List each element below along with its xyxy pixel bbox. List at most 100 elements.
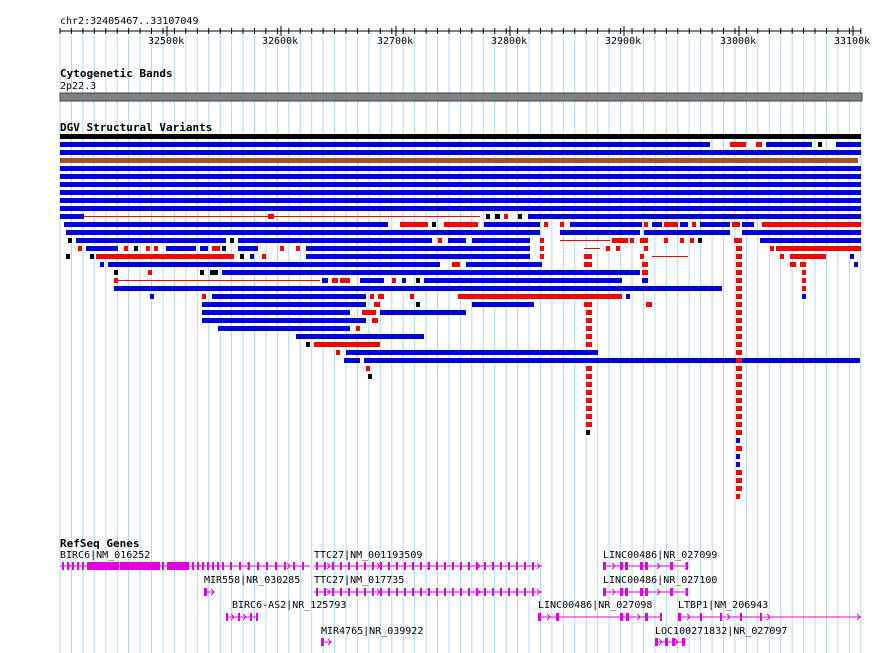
dgv-variant[interactable] (466, 262, 542, 267)
dgv-variant[interactable] (60, 214, 84, 219)
dgv-variant[interactable] (64, 222, 388, 227)
dgv-variant[interactable] (586, 398, 592, 403)
dgv-variant[interactable] (114, 270, 118, 275)
dgv-variant[interactable] (250, 254, 254, 259)
dgv-variant[interactable] (586, 342, 592, 347)
dgv-variant[interactable] (114, 278, 118, 283)
dgv-variant[interactable] (322, 278, 328, 283)
gene-model[interactable] (314, 562, 542, 570)
dgv-variant[interactable] (486, 214, 490, 219)
dgv-variant[interactable] (736, 334, 742, 339)
dgv-variant[interactable] (742, 230, 861, 235)
dgv-variant[interactable] (780, 254, 784, 259)
dgv-variant[interactable] (736, 406, 742, 411)
cytoband-track[interactable]: Cytogenetic Bands 2p22.3 (59, 67, 863, 102)
dgv-variant[interactable] (560, 222, 564, 227)
gene-label-linc00486-b[interactable]: LINC00486|NR_027100 (603, 575, 717, 586)
dgv-variant[interactable] (642, 270, 648, 275)
dgv-variant[interactable] (652, 222, 662, 227)
dgv-variant[interactable] (586, 318, 592, 323)
dgv-variant[interactable] (60, 182, 861, 187)
dgv-variant[interactable] (166, 246, 196, 251)
dgv-variant[interactable] (400, 222, 428, 227)
dgv-variant[interactable] (736, 486, 742, 491)
dgv-variant[interactable] (736, 270, 742, 275)
gene-label-linc00486-a[interactable]: LINC00486|NR_027099 (603, 550, 717, 561)
dgv-variant[interactable] (332, 278, 338, 283)
dgv-variant[interactable] (66, 254, 70, 259)
dgv-variant[interactable] (800, 262, 806, 267)
dgv-variant[interactable] (238, 238, 432, 243)
gene-model[interactable] (603, 562, 689, 570)
dgv-variant[interactable] (210, 270, 218, 275)
dgv-variant[interactable] (640, 254, 644, 259)
dgv-variant[interactable] (200, 270, 204, 275)
dgv-variant[interactable] (314, 342, 380, 347)
dgv-variant[interactable] (690, 238, 694, 243)
dgv-variant[interactable] (642, 262, 648, 267)
dgv-variant[interactable] (60, 206, 861, 211)
dgv-variant[interactable] (736, 326, 742, 331)
gene-model[interactable] (655, 638, 686, 646)
dgv-variant[interactable] (626, 294, 630, 299)
dgv-variant[interactable] (202, 294, 206, 299)
dgv-variant[interactable] (100, 262, 104, 267)
dgv-variant[interactable] (756, 142, 762, 147)
dgv-variant[interactable] (616, 246, 620, 251)
dgv-variant[interactable] (108, 262, 440, 267)
dgv-variant[interactable] (586, 382, 592, 387)
dgv-variant[interactable] (495, 214, 500, 219)
dgv-variant[interactable] (528, 214, 861, 219)
dgv-variant[interactable] (570, 222, 642, 227)
dgv-variant[interactable] (60, 142, 710, 147)
gene-label-birc6-as2[interactable]: BIRC6-AS2|NR_125793 (232, 600, 346, 611)
dgv-variant[interactable] (378, 294, 384, 299)
dgv-variant[interactable] (698, 238, 702, 243)
dgv-variant[interactable] (760, 238, 861, 243)
dgv-variant[interactable] (766, 142, 812, 147)
dgv-variant[interactable] (736, 302, 742, 307)
dgv-variant[interactable] (218, 326, 350, 331)
dgv-variant[interactable] (68, 238, 72, 243)
dgv-variant[interactable] (736, 294, 742, 299)
dgv-variant[interactable] (586, 326, 592, 331)
dgv-variant[interactable] (380, 310, 466, 315)
dgv-variant[interactable] (736, 310, 742, 315)
dgv-variant[interactable] (360, 278, 384, 283)
dgv-variant[interactable] (664, 238, 668, 243)
dgv-variant[interactable] (452, 262, 460, 267)
dgv-variant[interactable] (644, 222, 648, 227)
dgv-variant[interactable] (60, 166, 861, 171)
dgv-variant[interactable] (78, 246, 82, 251)
dgv-variant[interactable] (336, 350, 340, 355)
dgv-variant[interactable] (586, 390, 592, 395)
dgv-variant[interactable] (736, 318, 742, 323)
dgv-variant[interactable] (586, 374, 592, 379)
gene-model[interactable] (538, 613, 662, 621)
dgv-variant[interactable] (586, 334, 592, 339)
dgv-variant[interactable] (646, 302, 652, 307)
dgv-variant[interactable] (736, 430, 742, 435)
gene-label-ltbp1[interactable]: LTBP1|NM_206943 (678, 600, 768, 611)
dgv-variant[interactable] (736, 374, 742, 379)
refseq-track[interactable]: RefSeq Genes BIRC6|NM_016252 TTC27|NM_00… (60, 537, 861, 646)
dgv-variant[interactable] (742, 222, 754, 227)
dgv-track[interactable]: DGV Structural Variants (60, 121, 861, 499)
dgv-variant[interactable] (736, 398, 742, 403)
dgv-variant[interactable] (448, 238, 466, 243)
dgv-variant[interactable] (736, 454, 740, 459)
dgv-variant[interactable] (680, 238, 684, 243)
gene-model[interactable] (226, 613, 258, 621)
dgv-variant[interactable] (438, 238, 442, 243)
dgv-variant[interactable] (306, 246, 530, 251)
gene-label-loc100271832[interactable]: LOC100271832|NR_027097 (655, 626, 787, 637)
gene-model[interactable] (321, 638, 332, 646)
dgv-variant[interactable] (356, 326, 360, 331)
dgv-variant[interactable] (790, 262, 796, 267)
dgv-variant[interactable] (296, 246, 300, 251)
dgv-variant[interactable] (366, 366, 370, 371)
dgv-variant[interactable] (762, 222, 861, 227)
dgv-variant[interactable] (306, 342, 310, 347)
dgv-variant[interactable] (340, 278, 350, 283)
